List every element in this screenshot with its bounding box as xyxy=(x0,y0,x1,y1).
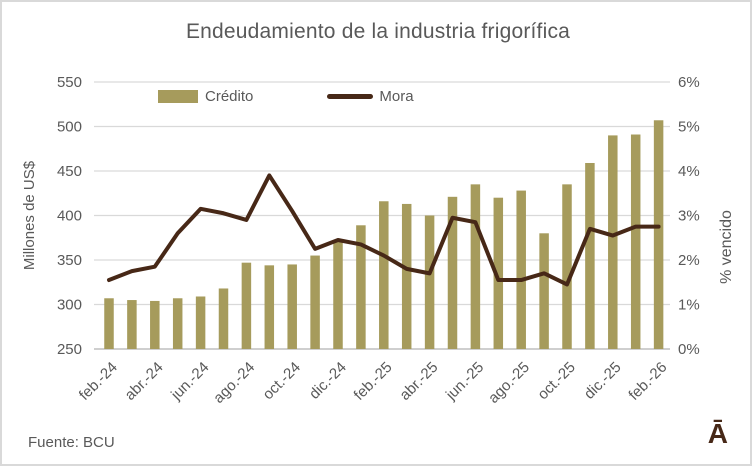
credito-bar xyxy=(127,300,137,349)
right-axis-tick: 3% xyxy=(678,208,700,225)
credito-bar xyxy=(241,262,252,349)
left-axis-tick: 450 xyxy=(57,163,82,180)
right-axis-tick: 5% xyxy=(678,119,700,136)
x-axis-tick: dic.-24 xyxy=(306,359,350,403)
credito-bar xyxy=(608,135,618,349)
x-axis-tick: feb.-25 xyxy=(351,359,396,404)
credito-bar xyxy=(333,241,343,349)
credito-bar xyxy=(585,162,595,349)
credito-bar xyxy=(630,134,641,349)
left-axis-tick: 500 xyxy=(57,119,82,136)
x-axis-tick: jun.-24 xyxy=(167,359,212,404)
x-axis-tick: ago.-25 xyxy=(485,359,533,407)
x-axis-tick: dic.-25 xyxy=(581,359,625,403)
x-axis-tick: feb.-24 xyxy=(76,359,121,404)
left-axis-tick: 350 xyxy=(57,252,82,269)
mora-line xyxy=(107,173,661,287)
credito-bar xyxy=(356,225,366,349)
x-axis-tick: oct.-24 xyxy=(260,359,304,403)
credito-bar xyxy=(287,264,297,349)
x-axis-tick: jun.-25 xyxy=(442,359,487,404)
left-axis-tick: 400 xyxy=(57,208,82,225)
left-axis-tick: 250 xyxy=(57,341,82,358)
left-axis-title: Millones de US$ xyxy=(21,160,38,270)
right-axis-title: % vencido xyxy=(718,210,735,284)
credito-bar xyxy=(401,203,412,349)
legend-credito-label: Crédito xyxy=(205,88,254,105)
left-axis-tick: 300 xyxy=(57,297,82,314)
credito-bar xyxy=(172,298,183,349)
legend-mora-label: Mora xyxy=(379,88,414,105)
right-axis-tick: 2% xyxy=(678,252,700,269)
legend-bar-swatch-icon xyxy=(158,90,198,103)
x-axis-tick: ago.-24 xyxy=(210,359,258,407)
credito-bar xyxy=(195,296,206,349)
x-axis-tick: abr.-24 xyxy=(122,359,167,404)
right-axis-tick: 1% xyxy=(678,297,700,314)
x-axis-tick: abr.-25 xyxy=(396,359,441,404)
x-axis-tick: oct.-25 xyxy=(534,359,578,403)
right-axis-tick: 4% xyxy=(678,163,700,180)
right-axis-tick: 6% xyxy=(678,74,700,91)
credito-bar xyxy=(150,300,160,349)
credito-bar xyxy=(218,288,229,349)
credito-bar xyxy=(447,196,458,349)
plot-area: 250 300 350 400 450 500 550 0% 1% 2% 3% 4% 5% 6% feb.-… xyxy=(21,74,735,407)
credito-bar xyxy=(516,190,526,349)
credito-bar xyxy=(470,184,481,349)
credito-bar xyxy=(539,233,549,349)
credito-bar xyxy=(264,265,275,349)
credito-bar xyxy=(562,184,572,349)
chart-title: Endeudamiento de la industria frigorífic… xyxy=(185,20,571,43)
source-note: Fuente: BCU xyxy=(28,434,115,451)
left-axis-tick: 550 xyxy=(57,74,82,91)
credito-bar xyxy=(653,120,664,350)
credito-bar xyxy=(310,255,320,349)
x-axis-tick: feb.-26 xyxy=(625,359,670,404)
brand-logo: Ā xyxy=(707,418,728,449)
right-axis-tick: 0% xyxy=(678,341,700,358)
credito-bar xyxy=(424,215,435,349)
credito-bar xyxy=(493,197,504,349)
legend-line-swatch-icon xyxy=(327,94,374,99)
legend: Crédito Mora xyxy=(158,88,414,105)
credito-bar xyxy=(104,298,114,349)
credito-bar xyxy=(379,201,389,349)
